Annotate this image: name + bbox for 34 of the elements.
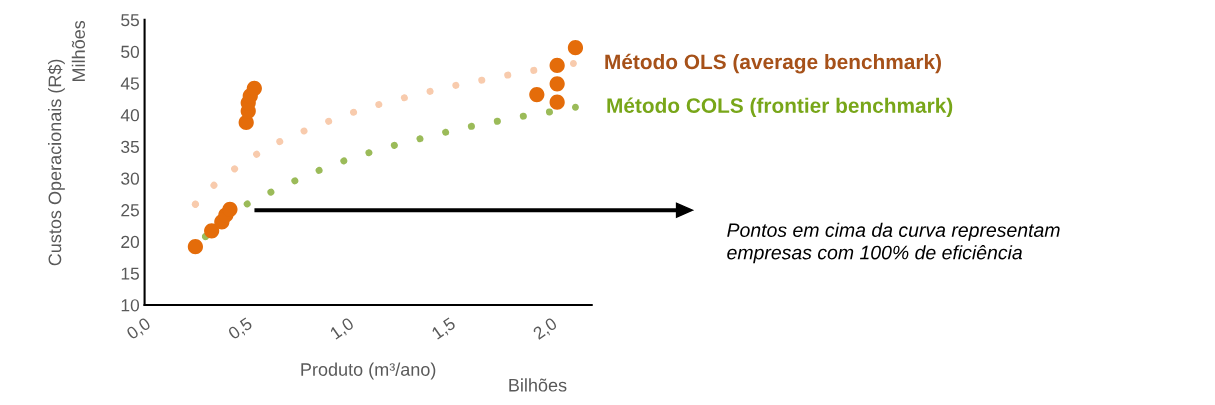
- y-tick-label: 45: [120, 77, 139, 90]
- y-tick-label: 25: [121, 204, 139, 217]
- point: [222, 201, 238, 217]
- point: [187, 239, 203, 255]
- text: Bilhões: [509, 378, 567, 392]
- x-axis-title: Produto (m³/ano): [301, 362, 436, 380]
- point: [549, 94, 565, 110]
- series-label: Método OLS (average benchmark): [605, 53, 941, 74]
- y-tick-label: 10: [121, 299, 140, 312]
- point: [569, 60, 577, 68]
- point: [549, 76, 565, 92]
- y-axis-title: Custos Operacionais (R$): [47, 59, 65, 266]
- point: [246, 80, 262, 96]
- y-tick-label: 30: [121, 172, 140, 185]
- text: Pontos em cima da curva representam empresas com 100% de eficiência: [727, 222, 1060, 264]
- x-tick-label: 1,0: [329, 316, 356, 342]
- y-tick-label: 40: [120, 109, 140, 122]
- y-tick-label: 15: [121, 267, 139, 280]
- text: Milhões: [71, 20, 86, 81]
- x-tick-label: 0,5: [227, 316, 255, 342]
- point: [567, 40, 584, 56]
- point: [571, 103, 579, 111]
- x-tick-label: 0,0: [125, 316, 153, 342]
- series-label: Método COLS (frontier benchmark): [607, 97, 953, 118]
- point: [529, 87, 545, 103]
- y-tick-label: 35: [121, 140, 139, 154]
- point: [204, 223, 220, 239]
- y-tick-label: 20: [121, 235, 140, 249]
- point: [549, 57, 565, 74]
- x-tick-label: 1,5: [431, 317, 458, 342]
- y-tick-label: 50: [121, 45, 140, 58]
- y-tick-label: 55: [121, 14, 139, 27]
- point: [191, 200, 199, 208]
- x-tick-label: 2,0: [532, 316, 559, 342]
